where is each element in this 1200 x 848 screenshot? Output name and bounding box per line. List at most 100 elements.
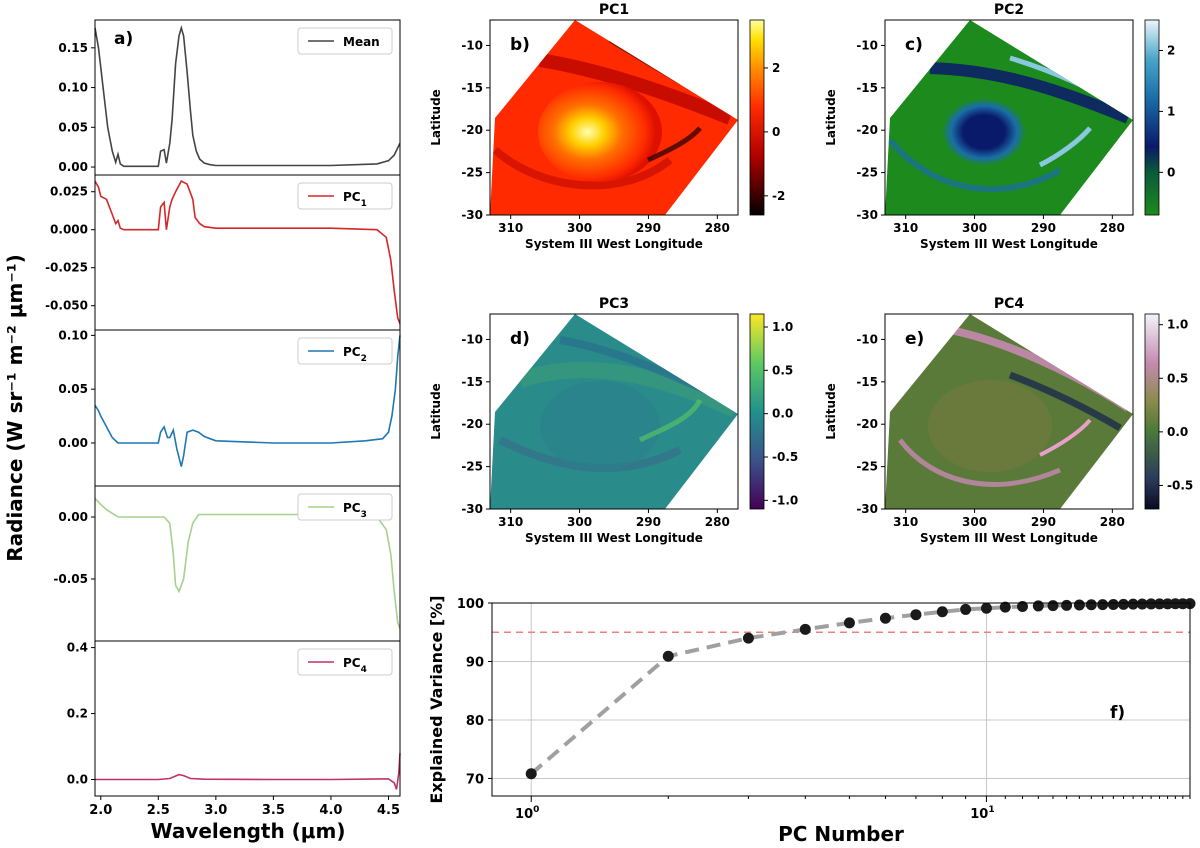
spectrum-legend-subscript: 2: [361, 354, 367, 364]
map-x-axis-label: System III West Longitude: [525, 237, 703, 251]
variance-point: [936, 606, 948, 618]
map-ytick-label: -25: [461, 460, 483, 474]
map-ytick-label: -30: [856, 502, 878, 516]
variance-point: [1061, 599, 1073, 611]
spectrum-legend-box: [297, 27, 393, 55]
map-pc2-title: PC2: [994, 2, 1024, 18]
map-xtick-label: 300: [962, 221, 987, 235]
spectrum-xtick-label: 2.0: [89, 803, 112, 818]
map-y-axis-label: Latitude: [824, 89, 838, 146]
panel-a-label: a): [114, 29, 133, 49]
variance-point: [1085, 599, 1097, 611]
variance-point: [1117, 598, 1129, 610]
colorbar-tick-label: 1.0: [1167, 318, 1188, 332]
spectrum-ytick-label: 0.4: [67, 641, 88, 655]
map-ytick-label: -10: [856, 332, 878, 346]
map-xtick-label: 300: [567, 221, 592, 235]
map-ytick-label: -20: [856, 417, 878, 431]
map-pc2-panel: [884, 19, 1134, 216]
variance-point: [999, 601, 1011, 613]
variance-point: [1032, 600, 1044, 612]
spectrum-line-3: [94, 497, 401, 629]
map-ytick-label: -10: [461, 38, 483, 52]
spectrum-line-1: [94, 180, 401, 325]
map-xtick-label: 300: [962, 515, 987, 529]
spectra-panel: Radiance (W sr⁻¹ m⁻² μm⁻¹) Wavelength (μ…: [3, 19, 401, 843]
map-xtick-label: 280: [705, 221, 730, 235]
variance-xtick-exponent: 1: [988, 805, 994, 815]
variance-point: [1097, 599, 1109, 611]
spectrum-xtick-label: 4.0: [319, 803, 342, 818]
variance-point: [843, 617, 855, 629]
variance-point: [960, 603, 972, 615]
variance-point: [1073, 599, 1085, 611]
spectrum-ytick-label: 0.00: [58, 160, 88, 174]
map-ytick-label: -25: [856, 166, 878, 180]
panel-f-label: f): [1110, 703, 1125, 723]
map-pc4-panel: [884, 313, 1134, 510]
variance-point: [1047, 600, 1059, 612]
variance-point: [1154, 598, 1166, 610]
map-xtick-label: 290: [636, 515, 661, 529]
variance-ytick-label: 90: [466, 655, 484, 670]
spectrum-ytick-label: 0.2: [67, 707, 88, 721]
variance-point: [1107, 598, 1119, 610]
colorbar-tick-label: 2: [1167, 43, 1175, 57]
map-x-axis-label: System III West Longitude: [920, 531, 1098, 545]
variance-point: [525, 768, 537, 780]
map-pc2-colorbar: [1144, 19, 1160, 216]
map-ytick-label: -10: [461, 332, 483, 346]
map-pc2-panel-label: c): [905, 35, 923, 55]
variance-line: [529, 601, 1191, 776]
variance-point: [1016, 601, 1028, 613]
variance-xtick-exponent: 0: [533, 805, 539, 815]
variance-point: [910, 609, 922, 621]
spectrum-legend-box: [297, 337, 393, 365]
spectrum-xtick-label: 3.0: [204, 803, 227, 818]
colorbar-tick-label: 0.0: [1167, 425, 1188, 439]
explained-variance-panel: 70 80 90 100 100 101 PC Number Explained Varian…: [427, 595, 1196, 846]
spectra-y-axis-label: Radiance (W sr⁻¹ m⁻² μm⁻¹): [3, 254, 27, 562]
variance-point: [742, 632, 754, 644]
spectrum-legend-box: [297, 493, 393, 521]
colorbar-tick-label: 0.0: [772, 407, 793, 421]
variance-point: [879, 612, 891, 624]
colorbar-tick-label: -1.0: [772, 493, 798, 507]
variance-xtick-label: 101: [970, 805, 994, 822]
variance-ytick-label: 100: [457, 597, 484, 612]
map-pc4-panel-label: e): [905, 329, 924, 349]
map-y-axis-label: Latitude: [824, 383, 838, 440]
map-ytick-label: -20: [856, 123, 878, 137]
spectrum-xtick-label: 2.5: [147, 803, 170, 818]
spectrum-ytick-label: 0.00: [58, 436, 88, 450]
map-ytick-label: -30: [461, 208, 483, 222]
spectrum-legend-box: [297, 648, 393, 676]
spectrum-line-0: [94, 25, 401, 168]
spectrum-ytick-label: 0.15: [58, 41, 88, 55]
map-ytick-label: -20: [461, 417, 483, 431]
variance-point: [662, 650, 674, 662]
map-xtick-label: 290: [1031, 515, 1056, 529]
map-x-axis-label: System III West Longitude: [920, 237, 1098, 251]
map-xtick-label: 280: [705, 515, 730, 529]
map-ytick-label: -15: [856, 81, 878, 95]
map-y-axis-label: Latitude: [429, 383, 443, 440]
map-y-axis-label: Latitude: [429, 89, 443, 146]
spectrum-ytick-label: 0.0: [67, 773, 88, 787]
map-pc3-colorbar: [749, 313, 765, 510]
spectrum-xtick-label: 4.5: [377, 803, 400, 818]
map-ytick-label: -15: [461, 81, 483, 95]
map-ytick-label: -10: [856, 38, 878, 52]
spectrum-ytick-label: -0.050: [45, 299, 88, 313]
spectrum-ytick-label: 0.00: [58, 510, 88, 524]
variance-point: [980, 602, 992, 614]
map-ytick-label: -20: [461, 123, 483, 137]
spectrum-legend-subscript: 1: [361, 199, 367, 209]
colorbar-tick-label: 2: [772, 61, 780, 75]
colorbar-tick-label: 1.0: [772, 320, 793, 334]
spectrum-legend-label: Mean: [343, 35, 380, 49]
spectrum-subplot-0: 0.00 0.05 0.10 0.15 Mean: [58, 19, 401, 176]
